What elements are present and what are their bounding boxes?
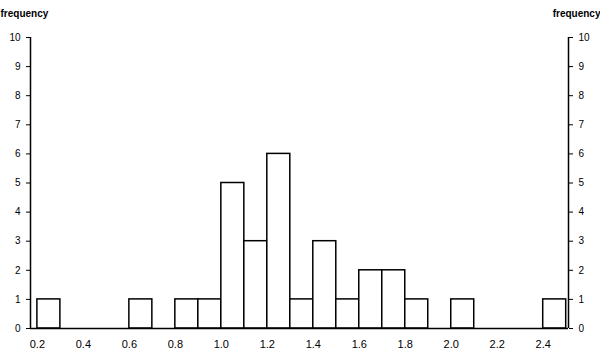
- svg-text:1.6: 1.6: [352, 338, 367, 350]
- svg-text:0.6: 0.6: [122, 338, 137, 350]
- svg-text:1.4: 1.4: [306, 338, 321, 350]
- svg-text:3: 3: [579, 235, 585, 246]
- svg-text:8: 8: [15, 90, 21, 101]
- svg-text:7: 7: [579, 119, 585, 130]
- svg-text:0.8: 0.8: [168, 338, 183, 350]
- svg-text:5: 5: [15, 177, 21, 188]
- svg-text:3: 3: [15, 235, 21, 246]
- svg-text:1.8: 1.8: [398, 338, 413, 350]
- svg-text:0.2: 0.2: [30, 338, 45, 350]
- svg-text:10: 10: [579, 32, 591, 43]
- svg-text:10: 10: [9, 32, 21, 43]
- svg-text:1.0: 1.0: [214, 338, 229, 350]
- svg-text:frequency: frequency: [1, 8, 49, 19]
- svg-text:5: 5: [579, 177, 585, 188]
- svg-text:0: 0: [579, 323, 585, 334]
- svg-text:6: 6: [579, 148, 585, 159]
- svg-text:0: 0: [15, 323, 21, 334]
- svg-text:2.4: 2.4: [536, 338, 551, 350]
- svg-text:1.2: 1.2: [260, 338, 275, 350]
- svg-text:9: 9: [579, 61, 585, 72]
- svg-text:4: 4: [579, 206, 585, 217]
- svg-text:2: 2: [579, 265, 585, 276]
- svg-text:6: 6: [15, 148, 21, 159]
- svg-text:1: 1: [15, 294, 21, 305]
- svg-text:4: 4: [15, 206, 21, 217]
- svg-text:2.0: 2.0: [444, 338, 459, 350]
- svg-text:0.4: 0.4: [76, 338, 91, 350]
- svg-text:1: 1: [579, 294, 585, 305]
- svg-text:frequency: frequency: [553, 8, 600, 19]
- svg-text:2: 2: [15, 265, 21, 276]
- svg-text:8: 8: [579, 90, 585, 101]
- svg-text:2.2: 2.2: [490, 338, 505, 350]
- svg-text:9: 9: [15, 61, 21, 72]
- svg-text:7: 7: [15, 119, 21, 130]
